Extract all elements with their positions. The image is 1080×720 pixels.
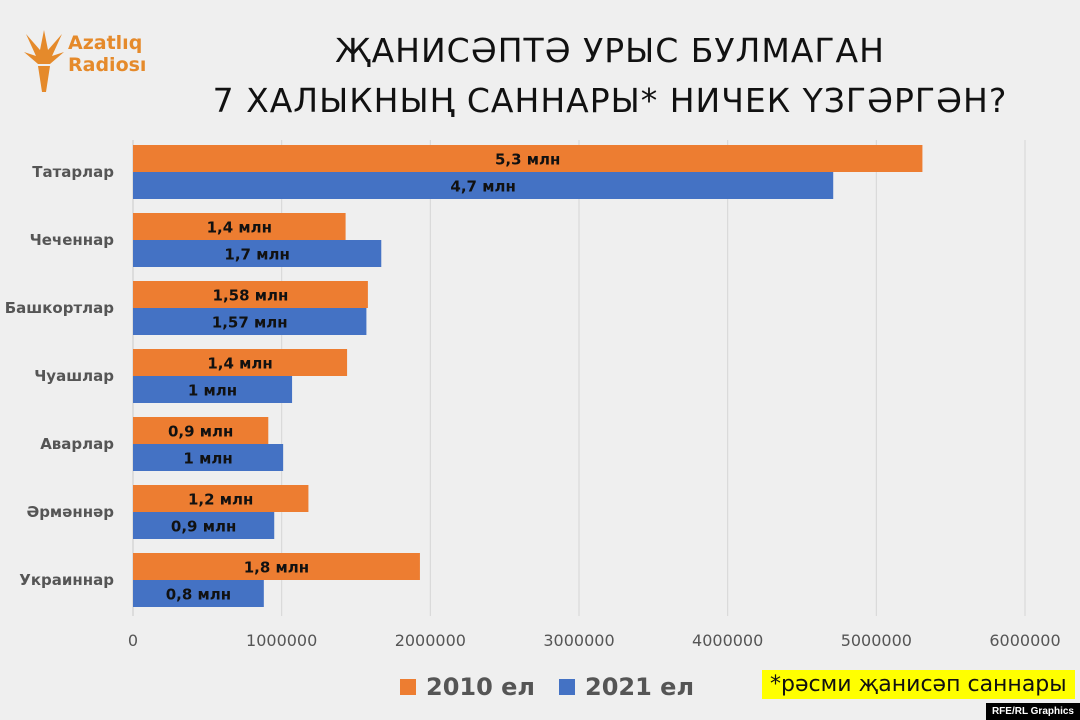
bar bbox=[133, 172, 834, 199]
legend-item-2021: 2021 ел bbox=[559, 673, 694, 701]
logo-line-2: Radiosı bbox=[68, 54, 147, 76]
x-tick-label: 1000000 bbox=[246, 631, 317, 650]
title-line-1: ҖАНИСӘПТӘ УРЫС БУЛМАГАН bbox=[335, 31, 885, 70]
data-label: 1,57 млн bbox=[212, 314, 288, 332]
bar bbox=[133, 444, 284, 471]
credit-label: RFE/RL Graphics bbox=[985, 703, 1080, 720]
x-tick-label: 2000000 bbox=[395, 631, 466, 650]
data-label: 1,2 млн bbox=[188, 491, 253, 509]
bar bbox=[133, 349, 348, 376]
category-label: Аварлар bbox=[40, 435, 114, 453]
category-label: Украиннар bbox=[19, 571, 114, 589]
bar bbox=[133, 308, 367, 335]
bar bbox=[133, 240, 382, 267]
category-label: Татарлар bbox=[32, 163, 114, 181]
data-label: 1,4 млн bbox=[207, 355, 272, 373]
data-label: 5,3 млн bbox=[495, 151, 560, 169]
legend-swatch-2010 bbox=[400, 679, 416, 695]
x-tick-label: 6000000 bbox=[989, 631, 1060, 650]
x-tick-label: 4000000 bbox=[692, 631, 763, 650]
data-label: 1 млн bbox=[183, 450, 232, 468]
data-label: 1,8 млн bbox=[244, 559, 309, 577]
data-label: 0,9 млн bbox=[168, 423, 233, 441]
data-label: 1 млн bbox=[188, 382, 237, 400]
logo-line-1: Azatlıq bbox=[68, 32, 143, 54]
bar bbox=[133, 417, 269, 444]
legend-swatch-2021 bbox=[559, 679, 576, 695]
footnote: *рәсми җанисәп саннары bbox=[762, 670, 1075, 699]
bar bbox=[133, 281, 368, 308]
azatliq-radiosi-logo: Azatlıq Radiosı bbox=[22, 28, 162, 98]
bar bbox=[133, 512, 275, 539]
data-label: 1,4 млн bbox=[207, 219, 272, 237]
bar bbox=[133, 376, 293, 403]
data-label: 0,9 млн bbox=[171, 518, 236, 536]
category-label: Чуашлар bbox=[34, 367, 114, 385]
legend-label-2010: 2010 ел bbox=[426, 673, 536, 701]
category-label: Әрмәннәр bbox=[26, 503, 114, 521]
category-label: Башкортлар bbox=[5, 299, 115, 317]
title-line-2: 7 ХАЛЫКНЫҢ САННАРЫ* НИЧЕК ҮЗГӘРГӘН? bbox=[212, 81, 1008, 120]
data-label: 0,8 млн bbox=[166, 586, 231, 604]
x-tick-label: 5000000 bbox=[841, 631, 912, 650]
legend-label-2021: 2021 ел bbox=[585, 673, 695, 701]
x-tick-label: 0 bbox=[128, 631, 138, 650]
data-label: 1,58 млн bbox=[213, 287, 289, 305]
bar bbox=[133, 145, 923, 172]
chart-title: ҖАНИСӘПТӘ УРЫС БУЛМАГАН 7 ХАЛЫКНЫҢ САННА… bbox=[170, 26, 1050, 126]
bar bbox=[133, 213, 346, 240]
torch-flame-icon bbox=[24, 30, 64, 92]
legend-item-2010: 2010 ел bbox=[400, 673, 535, 701]
x-tick-label: 3000000 bbox=[543, 631, 614, 650]
bar bbox=[133, 580, 264, 607]
bar bbox=[133, 553, 420, 580]
bar bbox=[133, 485, 309, 512]
data-label: 1,7 млн bbox=[224, 246, 289, 264]
data-label: 4,7 млн bbox=[450, 178, 515, 196]
category-label: Чеченнар bbox=[30, 231, 115, 249]
chart-legend: 2010 ел 2021 ел bbox=[400, 672, 704, 702]
